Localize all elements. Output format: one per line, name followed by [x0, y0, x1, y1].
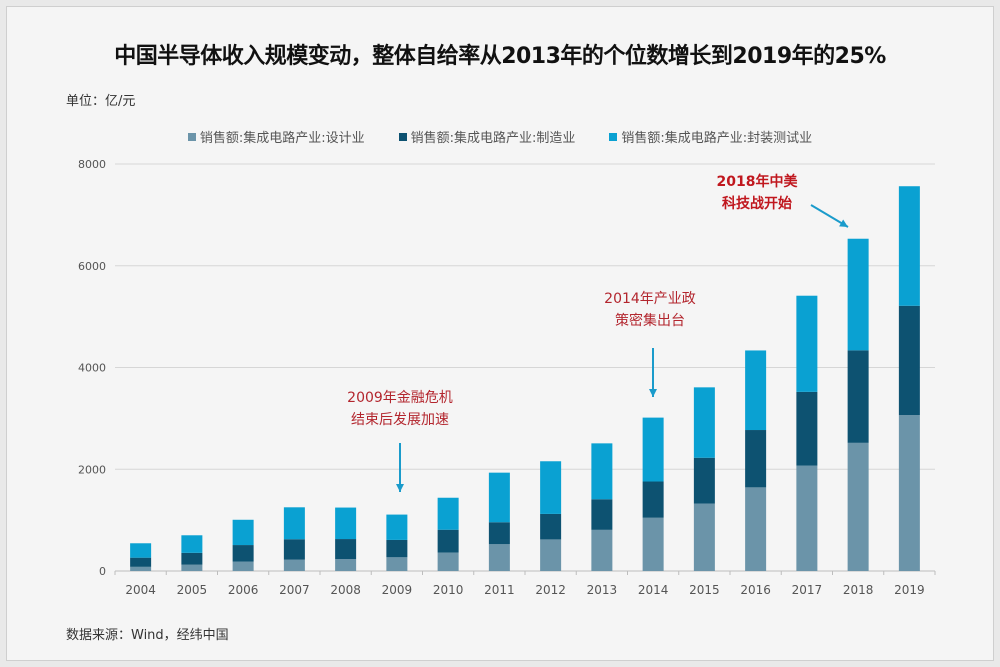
bar-segment-packaging-2017 [796, 295, 818, 392]
x-tick-label: 2013 [587, 583, 618, 597]
chart-title: 中国半导体收入规模变动，整体自给率从2013年的个位数增长到2019年的25% [114, 44, 886, 69]
bar-segment-manufacturing-2019 [898, 305, 920, 416]
x-tick-label: 2014 [638, 583, 669, 597]
legend-label: 销售额:集成电路产业:制造业 [410, 131, 576, 146]
arrow-head-icon [649, 389, 657, 397]
y-tick-label: 4000 [78, 362, 106, 375]
arrow-head-icon [396, 484, 404, 492]
x-tick-label: 2011 [484, 583, 515, 597]
bar-segment-design-2016 [745, 487, 767, 571]
x-tick-label: 2008 [330, 583, 361, 597]
bar-segment-manufacturing-2004 [130, 557, 152, 567]
bar-segment-packaging-2008 [335, 507, 357, 540]
bar-segment-manufacturing-2011 [488, 522, 510, 545]
x-tick-label: 2006 [228, 583, 259, 597]
bar-segment-manufacturing-2017 [796, 391, 818, 466]
bar-segment-design-2009 [386, 557, 408, 571]
bar-segment-design-2018 [847, 442, 869, 571]
x-tick-label: 2009 [382, 583, 413, 597]
bar-segment-packaging-2018 [847, 238, 869, 351]
bar-segment-manufacturing-2005 [181, 552, 203, 565]
legend-item-design: 销售额:集成电路产业:设计业 [187, 127, 365, 146]
bar-segment-design-2007 [283, 559, 305, 571]
x-tick-label: 2007 [279, 583, 310, 597]
x-tick-label: 2005 [177, 583, 208, 597]
bar-segment-packaging-2015 [693, 387, 715, 458]
x-tick-label: 2010 [433, 583, 464, 597]
bar-segment-manufacturing-2007 [283, 539, 305, 560]
legend-item-packaging: 销售额:集成电路产业:封装测试业 [609, 127, 812, 146]
bar-segment-manufacturing-2006 [232, 545, 254, 562]
bar-segment-design-2014 [642, 517, 664, 571]
bar-segment-design-2019 [898, 415, 920, 571]
legend-label: 销售额:集成电路产业:设计业 [199, 131, 365, 146]
bar-segment-manufacturing-2014 [642, 481, 664, 518]
annotation-text: 2014年产业政 [604, 291, 696, 307]
bar-segment-design-2004 [130, 566, 152, 571]
bar-segment-packaging-2019 [898, 186, 920, 306]
annotation-text: 策密集出台 [615, 312, 685, 329]
bar-segment-design-2015 [693, 503, 715, 571]
bar-segment-design-2011 [488, 544, 510, 571]
x-tick-label: 2017 [792, 583, 823, 597]
y-tick-label: 0 [99, 565, 106, 578]
legend-swatch [609, 132, 618, 141]
bar-segment-packaging-2006 [232, 519, 254, 546]
bar-segment-packaging-2016 [745, 350, 767, 431]
x-tick-label: 2016 [740, 583, 771, 597]
legend-item-manufacturing: 销售额:集成电路产业:制造业 [398, 127, 576, 146]
bar-segment-design-2013 [591, 529, 613, 571]
x-tick-label: 2015 [689, 583, 720, 597]
bar-segment-packaging-2013 [591, 443, 613, 500]
bar-segment-design-2017 [796, 465, 818, 571]
legend: 销售额:集成电路产业:设计业 销售额:集成电路产业:制造业 销售额:集成电路产业… [0, 127, 1000, 146]
bar-segment-design-2006 [232, 561, 254, 571]
bar-segment-manufacturing-2008 [335, 539, 357, 560]
bar-segment-manufacturing-2015 [693, 457, 715, 504]
legend-swatch [187, 132, 196, 141]
bar-segment-packaging-2011 [488, 472, 510, 523]
y-tick-label: 2000 [78, 463, 106, 476]
bar-segment-packaging-2010 [437, 497, 459, 530]
legend-label: 销售额:集成电路产业:封装测试业 [621, 131, 813, 146]
bar-segment-packaging-2009 [386, 514, 408, 540]
x-tick-label: 2019 [894, 583, 925, 597]
x-tick-label: 2012 [535, 583, 566, 597]
annotation-text: 科技战开始 [722, 195, 792, 212]
bar-segment-design-2008 [335, 559, 357, 571]
bar-segment-manufacturing-2012 [540, 513, 562, 540]
bar-segment-manufacturing-2010 [437, 529, 459, 553]
unit-label: 单位：亿/元 [66, 94, 136, 109]
arrow-head-icon [839, 219, 848, 227]
y-tick-label: 8000 [78, 158, 106, 171]
annotation-text: 2009年金融危机 [347, 390, 453, 406]
bar-segment-packaging-2005 [181, 535, 203, 553]
bar-segment-packaging-2004 [130, 543, 152, 558]
bar-segment-manufacturing-2016 [745, 430, 767, 488]
bar-segment-design-2010 [437, 552, 459, 571]
bar-segment-manufacturing-2018 [847, 350, 869, 443]
bar-segment-packaging-2007 [283, 507, 305, 540]
bar-segment-manufacturing-2013 [591, 499, 613, 530]
bar-segment-design-2005 [181, 564, 203, 571]
bar-segment-design-2012 [540, 539, 562, 571]
bar-segment-packaging-2012 [540, 461, 562, 514]
bar-segment-packaging-2014 [642, 417, 664, 482]
legend-swatch [398, 132, 407, 141]
bar-segment-manufacturing-2009 [386, 539, 408, 558]
source-note: 数据来源：Wind，经纬中国 [66, 628, 229, 643]
y-tick-label: 6000 [78, 260, 106, 273]
x-tick-label: 2004 [125, 583, 156, 597]
x-tick-label: 2018 [843, 583, 874, 597]
annotation-text: 2018年中美 [717, 173, 799, 190]
annotation-text: 结束后发展加速 [351, 412, 449, 428]
